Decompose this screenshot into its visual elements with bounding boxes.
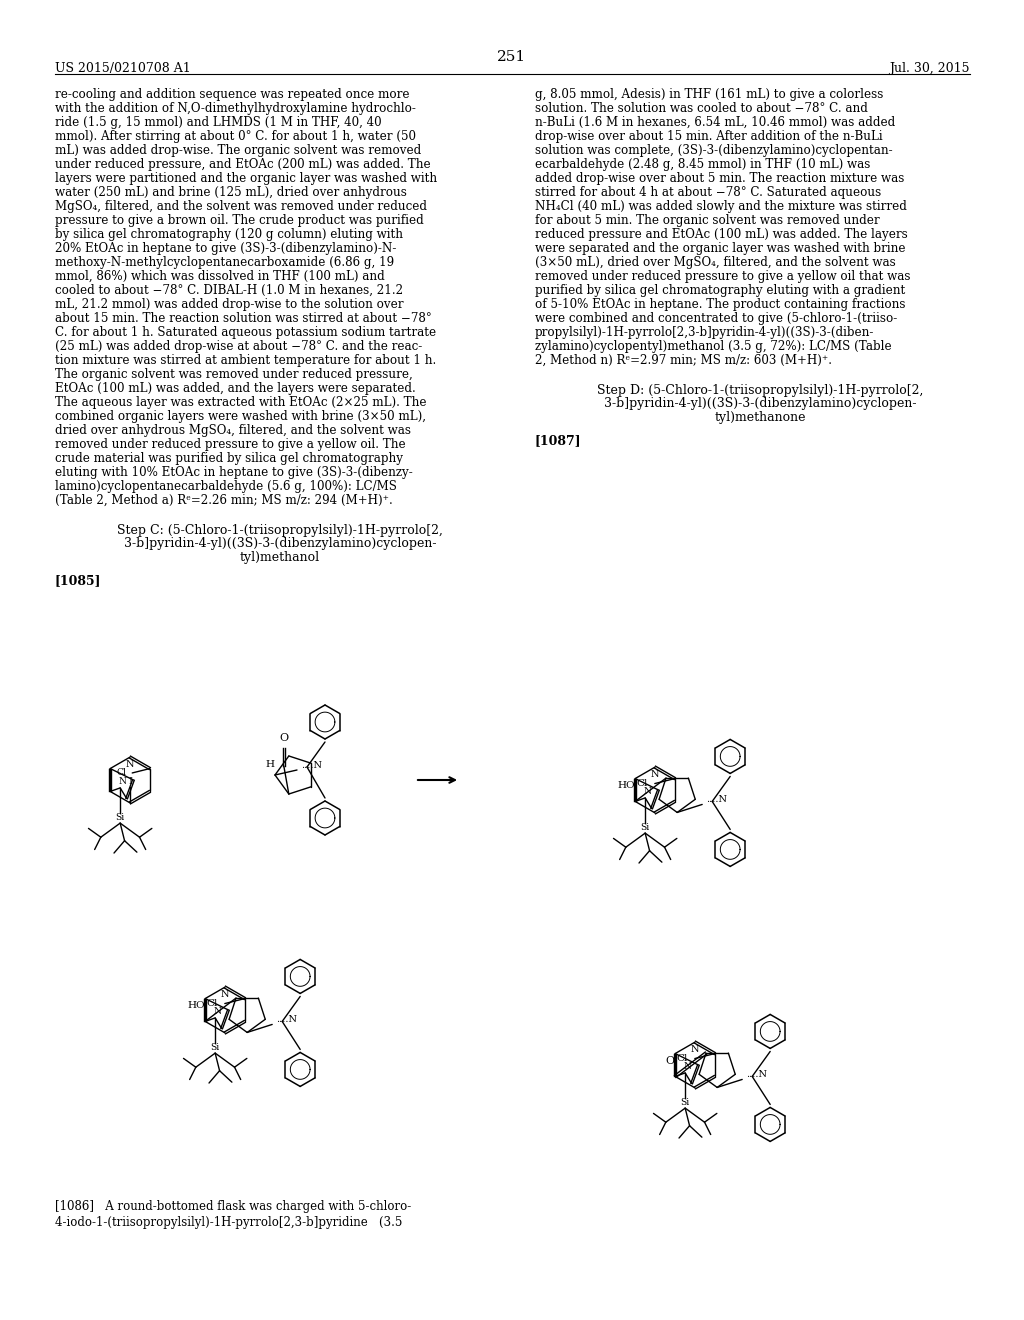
Text: C. for about 1 h. Saturated aqueous potassium sodium tartrate: C. for about 1 h. Saturated aqueous pota… [55,326,436,339]
Text: (25 mL) was added drop-wise at about −78° C. and the reac-: (25 mL) was added drop-wise at about −78… [55,341,422,352]
Text: solution. The solution was cooled to about −78° C. and: solution. The solution was cooled to abo… [535,102,868,115]
Text: for about 5 min. The organic solvent was removed under: for about 5 min. The organic solvent was… [535,214,880,227]
Text: ....N: ....N [707,795,727,804]
Text: 3-b]pyridin-4-yl)((3S)-3-(dibenzylamino)cyclopen-: 3-b]pyridin-4-yl)((3S)-3-(dibenzylamino)… [124,537,436,550]
Text: 251: 251 [498,50,526,63]
Text: Cl: Cl [116,768,126,777]
Text: NH₄Cl (40 mL) was added slowly and the mixture was stirred: NH₄Cl (40 mL) was added slowly and the m… [535,201,907,213]
Text: US 2015/0210708 A1: US 2015/0210708 A1 [55,62,190,75]
Text: n-BuLi (1.6 M in hexanes, 6.54 mL, 10.46 mmol) was added: n-BuLi (1.6 M in hexanes, 6.54 mL, 10.46… [535,116,895,129]
Text: mmol, 86%) which was dissolved in THF (100 mL) and: mmol, 86%) which was dissolved in THF (1… [55,271,385,282]
Text: eluting with 10% EtOAc in heptane to give (3S)-3-(dibenzy-: eluting with 10% EtOAc in heptane to giv… [55,466,413,479]
Text: removed under reduced pressure to give a yellow oil that was: removed under reduced pressure to give a… [535,271,910,282]
Text: [1085]: [1085] [55,574,101,587]
Text: O: O [666,1056,675,1065]
Text: N: N [221,990,229,999]
Text: Si: Si [641,824,650,833]
Text: ecarbaldehyde (2.48 g, 8.45 mmol) in THF (10 mL) was: ecarbaldehyde (2.48 g, 8.45 mmol) in THF… [535,158,870,172]
Text: methoxy-N-methylcyclopentanecarboxamide (6.86 g, 19: methoxy-N-methylcyclopentanecarboxamide … [55,256,394,269]
Text: N: N [691,1044,699,1053]
Text: solution was complete, (3S)-3-(dibenzylamino)cyclopentan-: solution was complete, (3S)-3-(dibenzyla… [535,144,893,157]
Text: Step D: (5-Chloro-1-(triisopropylsilyl)-1H-pyrrolo[2,: Step D: (5-Chloro-1-(triisopropylsilyl)-… [597,384,924,397]
Text: with the addition of N,O-dimethylhydroxylamine hydrochlo-: with the addition of N,O-dimethylhydroxy… [55,102,416,115]
Text: pressure to give a brown oil. The crude product was purified: pressure to give a brown oil. The crude … [55,214,424,227]
Text: propylsilyl)-1H-pyrrolo[2,3-b]pyridin-4-yl)((3S)-3-(diben-: propylsilyl)-1H-pyrrolo[2,3-b]pyridin-4-… [535,326,874,339]
Text: N: N [644,787,652,796]
Text: (3×50 mL), dried over MgSO₄, filtered, and the solvent was: (3×50 mL), dried over MgSO₄, filtered, a… [535,256,896,269]
Text: added drop-wise over about 5 min. The reaction mixture was: added drop-wise over about 5 min. The re… [535,172,904,185]
Text: HO: HO [617,781,635,791]
Text: reduced pressure and EtOAc (100 mL) was added. The layers: reduced pressure and EtOAc (100 mL) was … [535,228,907,242]
Text: tion mixture was stirred at ambient temperature for about 1 h.: tion mixture was stirred at ambient temp… [55,354,436,367]
Text: Jul. 30, 2015: Jul. 30, 2015 [890,62,970,75]
Text: drop-wise over about 15 min. After addition of the n-BuLi: drop-wise over about 15 min. After addit… [535,129,883,143]
Text: were combined and concentrated to give (5-chloro-1-(triiso-: were combined and concentrated to give (… [535,312,897,325]
Text: H: H [266,759,274,768]
Text: zylamino)cyclopentyl)methanol (3.5 g, 72%): LC/MS (Table: zylamino)cyclopentyl)methanol (3.5 g, 72… [535,341,892,352]
Text: Cl: Cl [677,1055,688,1063]
Text: EtOAc (100 mL) was added, and the layers were separated.: EtOAc (100 mL) was added, and the layers… [55,381,416,395]
Text: [1087]: [1087] [535,434,582,447]
Text: MgSO₄, filtered, and the solvent was removed under reduced: MgSO₄, filtered, and the solvent was rem… [55,201,427,213]
Text: N: N [119,777,127,787]
Text: tyl)methanone: tyl)methanone [715,411,806,424]
Text: N: N [684,1063,692,1072]
Text: mL, 21.2 mmol) was added drop-wise to the solution over: mL, 21.2 mmol) was added drop-wise to th… [55,298,403,312]
Text: stirred for about 4 h at about −78° C. Saturated aqueous: stirred for about 4 h at about −78° C. S… [535,186,882,199]
Text: were separated and the organic layer was washed with brine: were separated and the organic layer was… [535,242,905,255]
Text: The aqueous layer was extracted with EtOAc (2×25 mL). The: The aqueous layer was extracted with EtO… [55,396,427,409]
Text: crude material was purified by silica gel chromatography: crude material was purified by silica ge… [55,451,403,465]
Text: water (250 mL) and brine (125 mL), dried over anhydrous: water (250 mL) and brine (125 mL), dried… [55,186,407,199]
Text: combined organic layers were washed with brine (3×50 mL),: combined organic layers were washed with… [55,411,426,422]
Text: N: N [650,770,659,779]
Text: layers were partitioned and the organic layer was washed with: layers were partitioned and the organic … [55,172,437,185]
Text: by silica gel chromatography (120 g column) eluting with: by silica gel chromatography (120 g colu… [55,228,403,242]
Text: Step C: (5-Chloro-1-(triisopropylsilyl)-1H-pyrrolo[2,: Step C: (5-Chloro-1-(triisopropylsilyl)-… [117,524,443,537]
Text: purified by silica gel chromatography eluting with a gradient: purified by silica gel chromatography el… [535,284,905,297]
Text: (Table 2, Method a) Rᵉ=2.26 min; MS m/z: 294 (M+H)⁺.: (Table 2, Method a) Rᵉ=2.26 min; MS m/z:… [55,494,393,507]
Text: Cl: Cl [207,999,218,1008]
Text: N: N [214,1007,222,1016]
Text: ....N: ....N [746,1071,767,1078]
Text: 2, Method n) Rᵉ=2.97 min; MS m/z: 603 (M+H)⁺.: 2, Method n) Rᵉ=2.97 min; MS m/z: 603 (M… [535,354,831,367]
Text: Si: Si [211,1043,220,1052]
Text: Cl: Cl [637,779,648,788]
Text: The organic solvent was removed under reduced pressure,: The organic solvent was removed under re… [55,368,413,381]
Text: Si: Si [116,813,125,822]
Text: mmol). After stirring at about 0° C. for about 1 h, water (50: mmol). After stirring at about 0° C. for… [55,129,416,143]
Text: under reduced pressure, and EtOAc (200 mL) was added. The: under reduced pressure, and EtOAc (200 m… [55,158,431,172]
Text: removed under reduced pressure to give a yellow oil. The: removed under reduced pressure to give a… [55,438,406,451]
Text: 3-b]pyridin-4-yl)((3S)-3-(dibenzylamino)cyclopen-: 3-b]pyridin-4-yl)((3S)-3-(dibenzylamino)… [604,397,916,411]
Text: of 5-10% EtOAc in heptane. The product containing fractions: of 5-10% EtOAc in heptane. The product c… [535,298,905,312]
Text: HO: HO [187,1002,205,1010]
Text: about 15 min. The reaction solution was stirred at about −78°: about 15 min. The reaction solution was … [55,312,432,325]
Text: N: N [126,759,134,768]
Text: dried over anhydrous MgSO₄, filtered, and the solvent was: dried over anhydrous MgSO₄, filtered, an… [55,424,411,437]
Text: I: I [128,777,132,787]
Text: g, 8.05 mmol, Adesis) in THF (161 mL) to give a colorless: g, 8.05 mmol, Adesis) in THF (161 mL) to… [535,88,884,102]
Text: ....N: ....N [301,760,322,770]
Text: Si: Si [681,1098,690,1107]
Text: O: O [280,733,289,743]
Text: mL) was added drop-wise. The organic solvent was removed: mL) was added drop-wise. The organic sol… [55,144,421,157]
Text: re-cooling and addition sequence was repeated once more: re-cooling and addition sequence was rep… [55,88,410,102]
Text: lamino)cyclopentanecarbaldehyde (5.6 g, 100%): LC/MS: lamino)cyclopentanecarbaldehyde (5.6 g, … [55,480,397,492]
Text: tyl)methanol: tyl)methanol [240,550,321,564]
Text: ride (1.5 g, 15 mmol) and LHMDS (1 M in THF, 40, 40: ride (1.5 g, 15 mmol) and LHMDS (1 M in … [55,116,382,129]
Text: 20% EtOAc in heptane to give (3S)-3-(dibenzylamino)-N-: 20% EtOAc in heptane to give (3S)-3-(dib… [55,242,396,255]
Text: cooled to about −78° C. DIBAL-H (1.0 M in hexanes, 21.2: cooled to about −78° C. DIBAL-H (1.0 M i… [55,284,403,297]
Text: 4-iodo-1-(triisopropylsilyl)-1H-pyrrolo[2,3-b]pyridine   (3.5: 4-iodo-1-(triisopropylsilyl)-1H-pyrrolo[… [55,1216,402,1229]
Text: [1086]   A round-bottomed flask was charged with 5-chloro-: [1086] A round-bottomed flask was charge… [55,1200,412,1213]
Text: ....N: ....N [276,1015,297,1024]
